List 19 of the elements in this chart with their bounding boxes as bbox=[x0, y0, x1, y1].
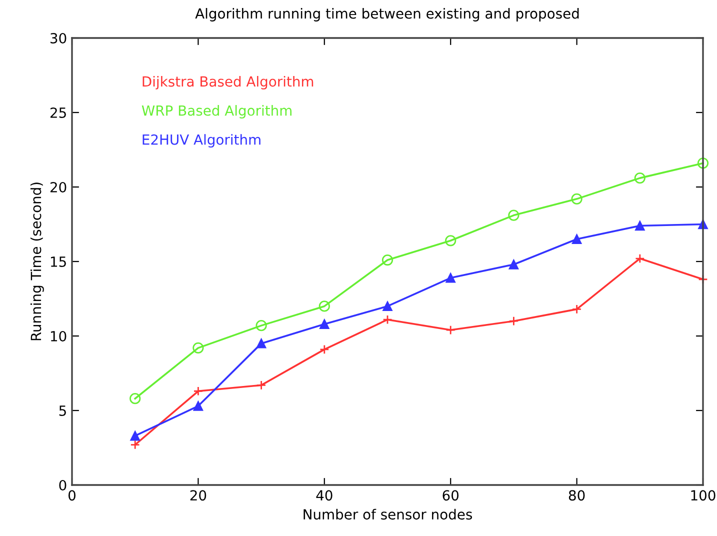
y-tick-label: 20 bbox=[50, 182, 66, 192]
y-tick-label: 30 bbox=[50, 32, 66, 44]
y-axis-title: Running Time (second) bbox=[30, 182, 44, 340]
y-tick-label: 5 bbox=[59, 406, 66, 416]
y-tick-label: 10 bbox=[50, 330, 66, 342]
text: WRP Based Algorithm bbox=[142, 105, 292, 118]
x-tick-label: 60 bbox=[442, 490, 459, 501]
text: E2HUV Algorithm bbox=[142, 134, 260, 148]
x-tick-label: 0 bbox=[68, 490, 76, 501]
text: Dijkstra Based Algorithm bbox=[142, 76, 314, 90]
y-tick-label: 15 bbox=[50, 256, 66, 267]
y-tick-label: 25 bbox=[50, 107, 66, 118]
y-tick-label: 0 bbox=[59, 480, 66, 490]
x-tick-label: 80 bbox=[568, 490, 585, 501]
x-axis-title: Number of sensor nodes bbox=[304, 508, 472, 520]
x-tick-label: 40 bbox=[316, 490, 332, 501]
x-tick-label: 20 bbox=[190, 490, 206, 501]
x-tick-label: 100 bbox=[691, 490, 716, 501]
chart-title: Algorithm running time between existing and proposed bbox=[195, 8, 579, 22]
